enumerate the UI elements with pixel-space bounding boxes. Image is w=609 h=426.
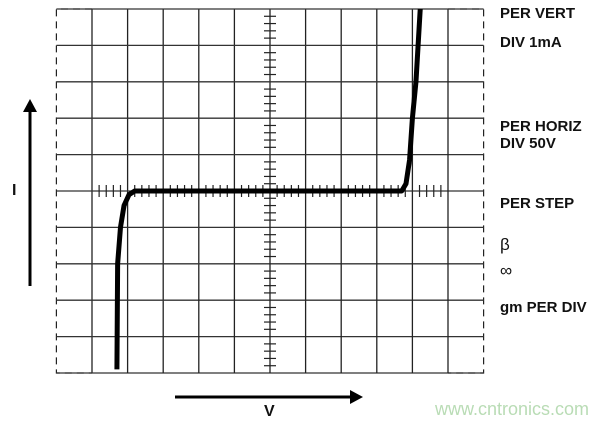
horiz-scale-line2: DIV 50V (500, 135, 556, 152)
beta-value: ∞ (500, 261, 513, 280)
voltage-arrow-head (350, 390, 363, 404)
beta-symbol: β (500, 235, 510, 254)
horiz-scale-line1: PER HORIZ (500, 118, 582, 135)
current-arrow-head (23, 99, 37, 112)
step-label: PER STEP (500, 195, 575, 212)
vert-scale-line1: PER VERT (500, 5, 576, 22)
vert-scale-line2: DIV 1mA (500, 34, 562, 51)
y-axis-label: I (12, 182, 17, 199)
x-axis-label: V (264, 403, 275, 420)
gm-label: gm PER DIV (500, 299, 587, 316)
watermark: www.cntronics.com (434, 399, 589, 419)
iv-trace (114, 8, 423, 370)
